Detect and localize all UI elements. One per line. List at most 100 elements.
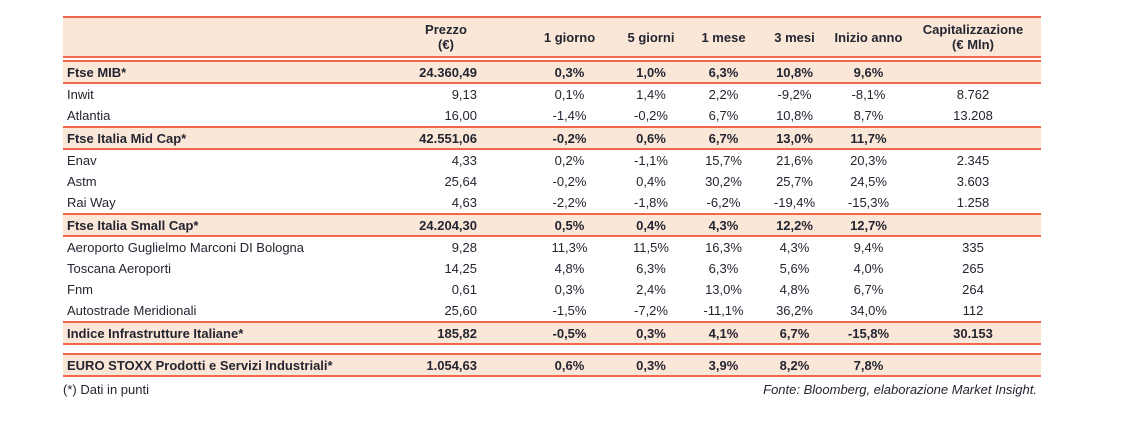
cell-5-giorni: -0,2% (634, 108, 668, 123)
cell-inizio-anno: -15,8% (847, 325, 890, 341)
table-row: Ftse MIB* 24.360,49 0,3% 1,0% 6,3% 10,8%… (63, 60, 1041, 84)
cell-name: Astm (67, 174, 97, 189)
header-prezzo-line1: Prezzo (425, 22, 467, 37)
cell-prezzo: 25,60 (444, 303, 477, 318)
cell-1-giorno: -0,2% (552, 174, 587, 189)
cell-name: Fnm (67, 282, 93, 297)
cell-1-mese: 30,2% (705, 174, 742, 189)
cell-name: Inwit (67, 87, 94, 102)
cell-capitalizzazione: 3.603 (956, 174, 990, 189)
cell-5-giorni: -1,1% (634, 153, 668, 168)
cell-inizio-anno: -8,1% (851, 87, 886, 102)
cell-5-giorni: 6,3% (636, 261, 666, 276)
header-inizio-anno: Inizio anno (834, 29, 903, 45)
cell-capitalizzazione: 112 (962, 303, 984, 318)
cell-1-giorno: -1,4% (552, 108, 587, 123)
cell-capitalizzazione: 2.345 (956, 153, 990, 168)
cell-3-mesi: 8,2% (779, 357, 810, 373)
cell-1-mese: 15,7% (705, 153, 742, 168)
market-table: Prezzo (€) 1 giorno 5 giorni 1 mese 3 me… (63, 16, 1041, 397)
cell-1-giorno: 0,3% (554, 282, 585, 297)
cell-5-giorni: -7,2% (634, 303, 668, 318)
table-row: Autostrade Meridionali 25,60 -1,5% -7,2%… (63, 300, 1041, 321)
cell-1-giorno: -2,2% (552, 195, 587, 210)
cell-inizio-anno: 20,3% (850, 153, 887, 168)
cell-5-giorni: 1,0% (636, 64, 666, 80)
cell-name: Rai Way (67, 195, 116, 210)
table-row: EURO STOXX Prodotti e Servizi Industrial… (63, 353, 1041, 377)
cell-inizio-anno: 9,4% (853, 240, 884, 255)
cell-1-mese: 13,0% (705, 282, 742, 297)
cell-prezzo: 185,82 (437, 325, 477, 341)
cell-1-mese: 6,7% (708, 108, 739, 123)
cell-3-mesi: 10,8% (776, 108, 813, 123)
table-row: Inwit 9,13 0,1% 1,4% 2,2% -9,2% -8,1% 8.… (63, 84, 1041, 105)
cell-5-giorni: 0,4% (636, 217, 666, 233)
cell-1-mese: 3,9% (708, 357, 739, 373)
table-body: Ftse MIB* 24.360,49 0,3% 1,0% 6,3% 10,8%… (63, 60, 1041, 377)
cell-5-giorni: 0,4% (636, 174, 666, 189)
cell-inizio-anno: 12,7% (850, 217, 887, 233)
table-row: Indice Infrastrutture Italiane* 185,82 -… (63, 321, 1041, 345)
cell-1-mese: 4,1% (708, 325, 739, 341)
cell-prezzo: 4,63 (451, 195, 477, 210)
cell-5-giorni: 2,4% (636, 282, 666, 297)
cell-1-giorno: 0,1% (554, 87, 585, 102)
cell-capitalizzazione: 8.762 (956, 87, 990, 102)
cell-prezzo: 14,25 (444, 261, 477, 276)
cell-5-giorni: 11,5% (633, 240, 669, 255)
cell-capitalizzazione: 335 (962, 240, 984, 255)
header-prezzo-line2: (€) (438, 37, 454, 52)
header-3-mesi: 3 mesi (774, 29, 815, 45)
cell-inizio-anno: 7,8% (853, 357, 884, 373)
cell-capitalizzazione: 30.153 (953, 325, 993, 341)
cell-1-mese: 2,2% (708, 87, 739, 102)
table-row: Enav 4,33 0,2% -1,1% 15,7% 21,6% 20,3% 2… (63, 150, 1041, 171)
header-cap-line2: (€ Mln) (952, 37, 994, 52)
cell-1-mese: 16,3% (705, 240, 742, 255)
header-prezzo: Prezzo (€) (393, 22, 527, 52)
cell-prezzo: 0,61 (451, 282, 477, 297)
cell-1-giorno: 11,3% (551, 240, 588, 255)
table-row: Fnm 0,61 0,3% 2,4% 13,0% 4,8% 6,7% 264 (63, 279, 1041, 300)
table-row: Rai Way 4,63 -2,2% -1,8% -6,2% -19,4% -1… (63, 192, 1041, 213)
header-cap-line1: Capitalizzazione (922, 22, 1024, 37)
cell-name: Indice Infrastrutture Italiane* (67, 325, 244, 341)
cell-inizio-anno: 9,6% (853, 64, 884, 80)
footnote-text: (*) Dati in punti (63, 382, 149, 397)
cell-capitalizzazione: 265 (962, 261, 984, 276)
table-section-gap (63, 345, 1041, 353)
cell-name: Ftse Italia Small Cap* (67, 217, 199, 233)
cell-3-mesi: 36,2% (776, 303, 813, 318)
cell-inizio-anno: 34,0% (850, 303, 887, 318)
source-attribution: Fonte: Bloomberg, elaborazione Market In… (763, 382, 1037, 397)
cell-prezzo: 9,13 (451, 87, 477, 102)
cell-inizio-anno: 8,7% (853, 108, 884, 123)
header-capitalizzazione: Capitalizzazione (€ Mln) (905, 22, 1041, 52)
cell-3-mesi: -9,2% (777, 87, 812, 102)
cell-1-giorno: -0,2% (552, 130, 587, 146)
cell-1-mese: 6,3% (708, 261, 739, 276)
cell-5-giorni: -1,8% (634, 195, 668, 210)
cell-prezzo: 16,00 (444, 108, 477, 123)
cell-prezzo: 1.054,63 (426, 357, 477, 373)
cell-3-mesi: 21,6% (776, 153, 813, 168)
cell-name: Aeroporto Guglielmo Marconi DI Bologna (67, 240, 305, 255)
cell-3-mesi: 6,7% (779, 325, 810, 341)
cell-1-mese: 6,3% (708, 64, 739, 80)
cell-1-giorno: -1,5% (552, 303, 587, 318)
header-1-mese: 1 mese (701, 29, 746, 45)
cell-1-mese: 4,3% (708, 217, 739, 233)
cell-inizio-anno: 11,7% (850, 130, 887, 146)
cell-1-giorno: 4,8% (554, 261, 585, 276)
cell-3-mesi: 4,3% (779, 240, 810, 255)
cell-5-giorni: 0,3% (636, 325, 666, 341)
cell-inizio-anno: 24,5% (850, 174, 887, 189)
cell-name: Enav (67, 153, 97, 168)
cell-5-giorni: 1,4% (636, 87, 666, 102)
header-divider-gap (63, 58, 1041, 60)
table-header-row: Prezzo (€) 1 giorno 5 giorni 1 mese 3 me… (63, 16, 1041, 58)
cell-inizio-anno: -15,3% (847, 195, 890, 210)
cell-1-mese: 6,7% (708, 130, 739, 146)
table-footer: (*) Dati in punti Fonte: Bloomberg, elab… (63, 382, 1041, 397)
